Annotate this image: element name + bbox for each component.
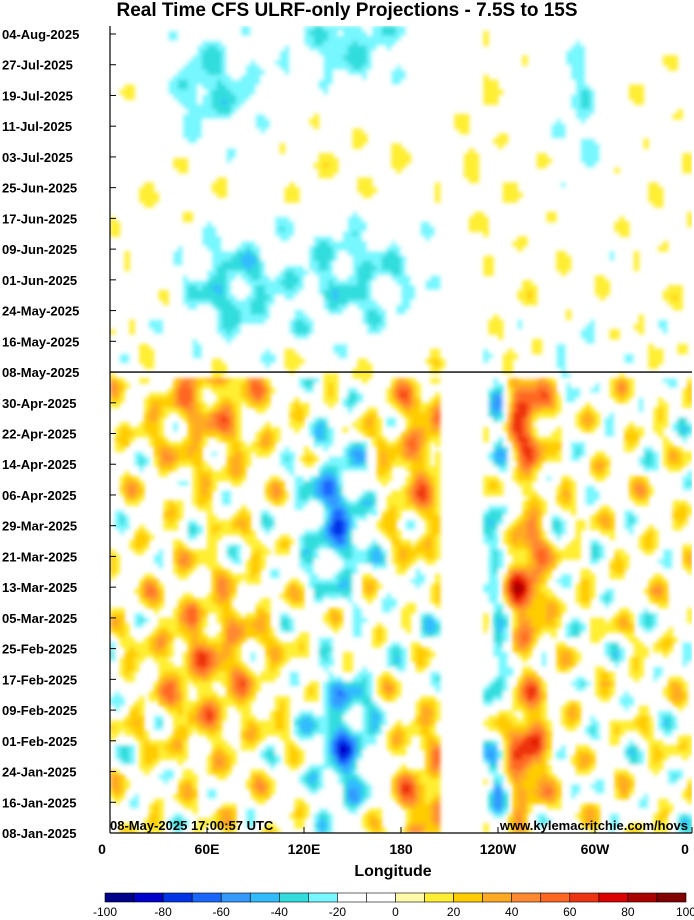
y-tick-label: 25-Jun-2025 xyxy=(2,181,77,196)
colorbar-swatch xyxy=(511,892,542,903)
x-tick-label: 180 xyxy=(389,841,413,857)
heatmap-field xyxy=(110,26,692,833)
colorbar-swatch xyxy=(482,892,512,903)
y-tick-label: 19-Jul-2025 xyxy=(2,88,73,103)
y-tick-label: 01-Feb-2025 xyxy=(2,734,77,749)
y-tick-label: 25-Feb-2025 xyxy=(2,642,77,657)
colorbar-tick-label: -60 xyxy=(213,905,231,919)
y-tick-label: 01-Jun-2025 xyxy=(2,273,77,288)
colorbar-swatch xyxy=(220,892,251,903)
y-tick-label: 08-May-2025 xyxy=(2,365,79,380)
y-tick-label: 22-Apr-2025 xyxy=(2,427,76,442)
colorbar-swatch xyxy=(453,892,483,903)
x-tick-label: 0 xyxy=(98,841,106,857)
colorbar-tick-label: -40 xyxy=(271,905,289,919)
colorbar-swatch xyxy=(627,892,658,903)
x-tick-label: 60W xyxy=(581,841,611,857)
y-tick-label: 14-Apr-2025 xyxy=(2,457,76,472)
colorbar-swatch xyxy=(424,892,454,903)
y-tick-label: 27-Jul-2025 xyxy=(2,58,73,73)
colorbar-tick-label: 20 xyxy=(447,905,461,919)
x-tick-label: 0 xyxy=(681,841,689,857)
colorbar-swatch xyxy=(191,892,222,903)
colorbar-tick-label: 100 xyxy=(676,905,694,919)
colorbar: -100 -80 -60 -40 -20 0 20 40 60 80 100 xyxy=(93,892,694,919)
y-tick-label: 30-Apr-2025 xyxy=(2,396,76,411)
y-tick-label: 04-Aug-2025 xyxy=(2,27,79,42)
colorbar-swatch xyxy=(249,892,280,903)
colorbar-tick-label: -20 xyxy=(329,905,347,919)
colorbar-swatch xyxy=(395,892,425,903)
y-tick-label: 09-Feb-2025 xyxy=(2,703,77,718)
y-tick-label: 11-Jul-2025 xyxy=(2,119,72,134)
x-tick-labels: 0 60E 120E 180 120W 60W 0 xyxy=(98,841,689,857)
colorbar-swatch xyxy=(133,892,164,903)
colorbar-tick-label: 0 xyxy=(392,905,399,919)
y-tick-label: 29-Mar-2025 xyxy=(2,519,77,534)
chart-title: Real Time CFS ULRF-only Projections - 7.… xyxy=(116,0,578,21)
y-tick-label: 17-Jun-2025 xyxy=(2,211,77,226)
y-tick-label: 03-Jul-2025 xyxy=(2,150,73,165)
y-tick-label: 24-May-2025 xyxy=(2,304,79,319)
colorbar-swatch xyxy=(162,892,193,903)
colorbar-swatch xyxy=(598,892,629,903)
y-tick-label: 24-Jan-2025 xyxy=(2,765,76,780)
colorbar-swatch xyxy=(540,892,571,903)
y-tick-label: 21-Mar-2025 xyxy=(2,549,77,564)
x-tick-label: 60E xyxy=(195,841,220,857)
x-tick-label: 120E xyxy=(288,841,321,857)
website-annotation: www.kylemacritchie.com/hovs xyxy=(499,818,688,833)
y-tick-labels: 04-Aug-2025 27-Jul-2025 19-Jul-2025 11-Jul-… xyxy=(2,27,79,841)
y-tick-label: 16-May-2025 xyxy=(2,334,79,349)
colorbar-tick-label: 60 xyxy=(563,905,577,919)
colorbar-swatch xyxy=(569,892,600,903)
x-axis-title: Longitude xyxy=(354,863,431,880)
colorbar-swatch xyxy=(656,892,687,903)
colorbar-tick-label: 40 xyxy=(505,905,519,919)
colorbar-swatch xyxy=(278,892,309,903)
y-tick-label: 13-Mar-2025 xyxy=(2,580,77,595)
y-tick-label: 06-Apr-2025 xyxy=(2,488,76,503)
colorbar-swatch xyxy=(366,892,396,903)
y-tick-label: 08-Jan-2025 xyxy=(2,826,76,841)
timestamp-annotation: 08-May-2025 17:00:57 UTC xyxy=(110,818,274,833)
colorbar-swatch xyxy=(104,892,135,903)
y-tick-label: 05-Mar-2025 xyxy=(2,611,77,626)
colorbar-swatch xyxy=(308,892,338,903)
colorbar-tick-label: -80 xyxy=(154,905,172,919)
y-tick-label: 16-Jan-2025 xyxy=(2,795,76,810)
axes xyxy=(109,26,693,834)
y-tick-label: 17-Feb-2025 xyxy=(2,672,77,687)
y-tick-label: 09-Jun-2025 xyxy=(2,242,77,257)
colorbar-swatch xyxy=(337,892,367,903)
x-tick-label: 120W xyxy=(480,841,517,857)
colorbar-tick-label: -100 xyxy=(93,905,117,919)
colorbar-tick-label: 80 xyxy=(621,905,635,919)
